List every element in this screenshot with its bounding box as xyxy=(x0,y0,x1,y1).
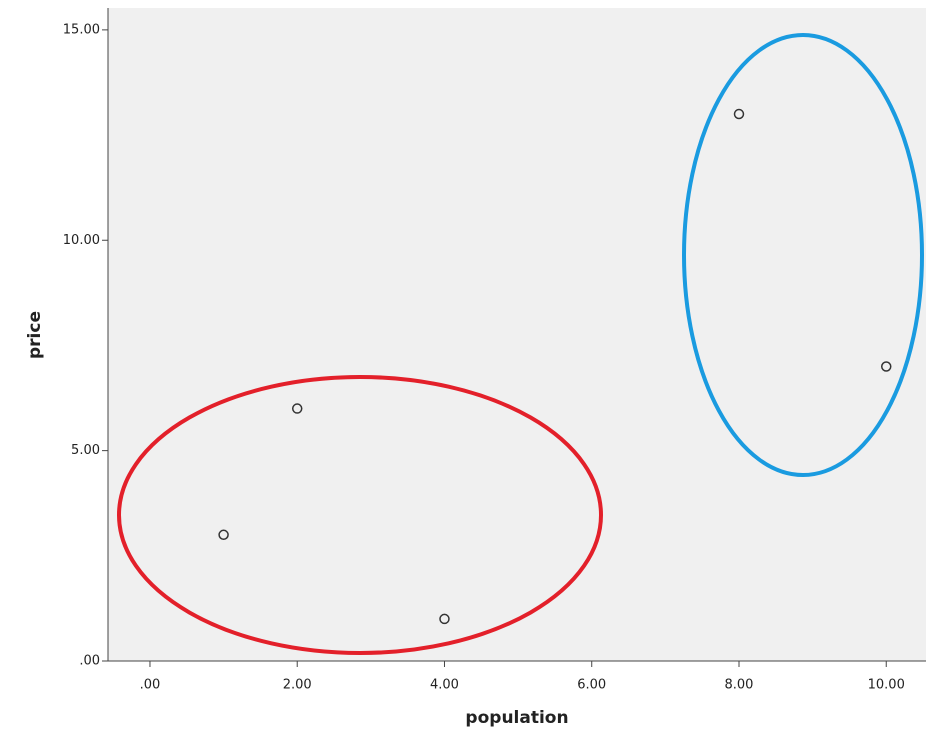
x-tick-label: 10.00 xyxy=(868,678,905,693)
cluster-ellipse xyxy=(682,33,924,477)
x-tick-label: 4.00 xyxy=(430,678,459,693)
point xyxy=(733,108,745,120)
cluster-ellipse xyxy=(117,375,603,655)
plot-area xyxy=(108,8,926,661)
x-tick-label: .00 xyxy=(140,678,161,693)
y-tick-label: 10.00 xyxy=(63,233,100,248)
y-tick-label: 15.00 xyxy=(63,22,100,37)
x-axis-title: population xyxy=(465,708,568,728)
y-tick-label: 5.00 xyxy=(71,443,100,458)
x-tick-label: 2.00 xyxy=(283,678,312,693)
y-axis-title: price xyxy=(25,311,45,359)
y-tick-label: .00 xyxy=(79,654,100,669)
point xyxy=(291,403,303,414)
point xyxy=(880,361,892,372)
x-tick-label: 8.00 xyxy=(725,678,754,693)
x-tick-label: 6.00 xyxy=(577,678,606,693)
point xyxy=(218,529,229,541)
point xyxy=(439,613,450,625)
